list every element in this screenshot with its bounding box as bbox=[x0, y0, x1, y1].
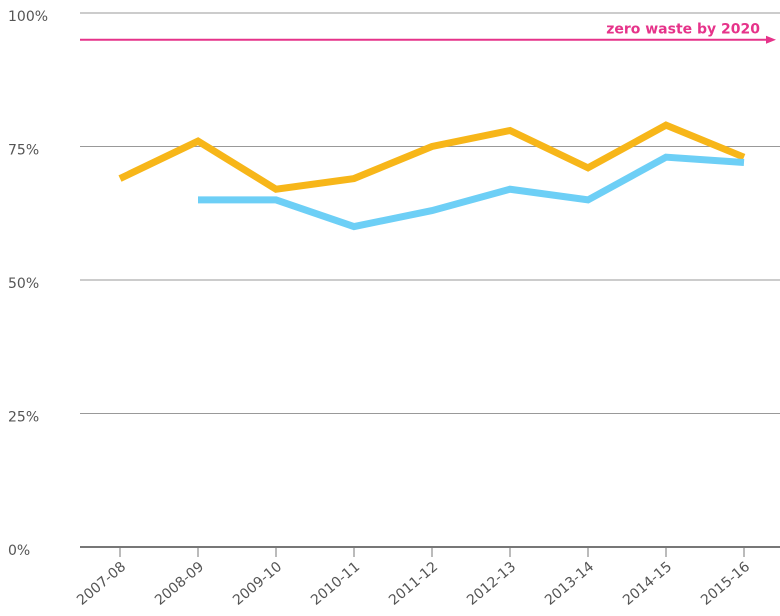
target-arrow bbox=[766, 35, 776, 44]
x-tick-label: 2009-10 bbox=[230, 559, 285, 609]
y-tick-label: 25% bbox=[8, 410, 39, 426]
x-tick-label: 2008-09 bbox=[152, 559, 207, 609]
y-tick-label: 50% bbox=[8, 276, 39, 292]
series-line bbox=[118, 121, 746, 193]
annotation: zero waste by 2020 bbox=[606, 22, 760, 38]
x-tick-label: 2011-12 bbox=[386, 559, 441, 609]
y-tick-label: 0% bbox=[8, 543, 30, 559]
x-tick-label: 2015-16 bbox=[698, 559, 753, 609]
y-tick-label: 75% bbox=[8, 143, 39, 159]
x-tick-label: 2012-13 bbox=[464, 559, 519, 609]
x-tick-label: 2013-14 bbox=[542, 559, 597, 609]
y-tick-label: 100% bbox=[8, 9, 48, 25]
x-tick-label: 2007-08 bbox=[74, 559, 129, 609]
x-tick-label: 2010-11 bbox=[308, 559, 363, 609]
x-tick-label: 2014-15 bbox=[620, 559, 675, 609]
series-line bbox=[198, 153, 745, 231]
